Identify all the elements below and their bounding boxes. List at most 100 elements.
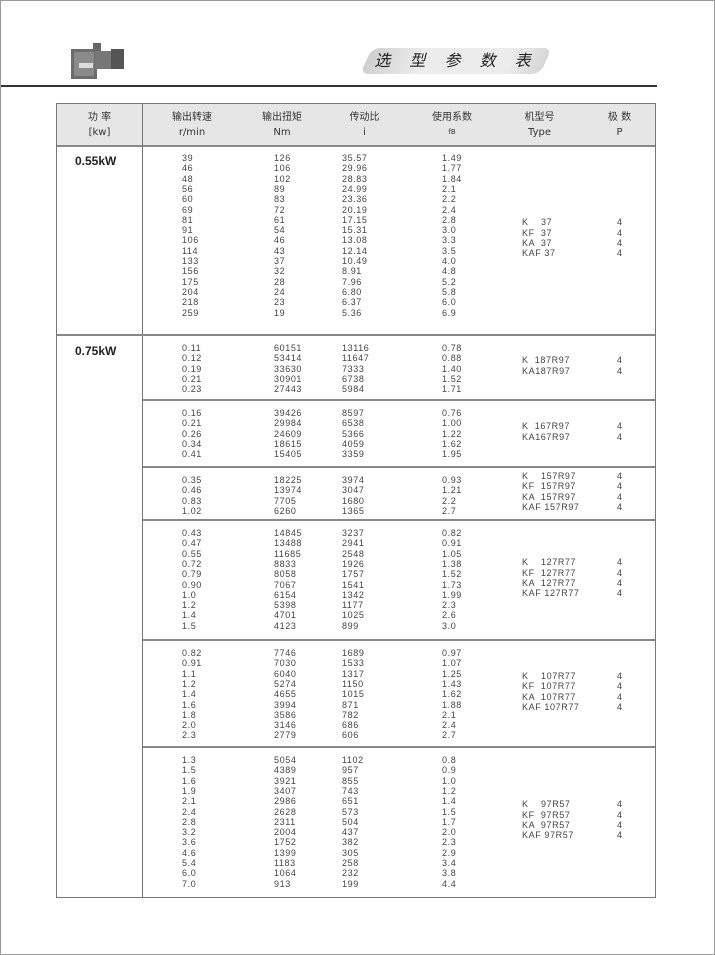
cell-service-factor: 1.25 [442,668,462,679]
cell-ratio: 7.96 [342,276,362,287]
cell-speed: 60 [182,194,194,205]
cell-speed: 1.2 [182,678,197,689]
cell-speed: 1.9 [182,785,197,796]
cell-speed: 218 [182,297,199,308]
cell-service-factor: 4.8 [442,266,457,277]
cell-speed: 0.90 [182,579,202,590]
cell-service-factor: 1.95 [442,449,462,460]
cell-speed: 0.41 [182,449,202,460]
cell-ratio: 871 [342,699,359,710]
cell-ratio: 13.08 [342,235,368,246]
cell-ratio: 743 [342,785,359,796]
cell-service-factor: 2.1 [442,183,457,194]
table-header: 功 率 [kw] 输出转速 r/min 输出扭矩 Nm 传动比 i 使用系数 fB 机型号… [57,104,655,147]
cell-service-factor: 1.99 [442,589,462,600]
header-power: 功 率 [kw] [57,110,142,140]
cell-torque: 43 [274,245,286,256]
cell-service-factor: 1.52 [442,373,462,384]
cell-service-factor: 1.7 [442,816,457,827]
cell-ratio: 35.57 [342,153,368,163]
cell-service-factor: 1.77 [442,163,462,174]
cell-service-factor: 2.8 [442,214,457,225]
cell-ratio: 1680 [342,495,365,506]
cell-torque: 39426 [274,408,303,418]
cell-speed: 114 [182,245,199,256]
cell-service-factor: 0.76 [442,408,462,418]
cell-ratio: 3359 [342,449,365,460]
cell-torque: 3146 [274,720,297,731]
cell-speed: 1.4 [182,610,197,621]
cell-type: KF 107R77 [522,681,577,692]
header-label: 输出扭矩 [262,112,302,123]
cell-speed: 91 [182,225,194,236]
cell-service-factor: 2.3 [442,837,457,848]
cell-service-factor: 4.0 [442,256,457,266]
cell-ratio: 3974 [342,475,365,485]
cell-speed: 0.35 [182,475,202,485]
cell-torque: 1064 [274,868,297,879]
cell-service-factor: 6.9 [442,307,457,318]
cell-type: K 37 [522,217,553,228]
cell-service-factor: 3.0 [442,620,457,631]
cell-type: KA 157R97 [522,491,577,502]
cell-torque: 24 [274,286,286,297]
cell-torque: 89 [274,183,286,194]
cell-torque: 4701 [274,610,297,621]
cell-torque: 106 [274,163,291,174]
cell-speed: 133 [182,256,199,266]
cell-speed: 0.11 [182,343,202,353]
cell-ratio: 606 [342,730,359,741]
column-divider [142,104,143,897]
cell-type: K 127R77 [522,557,577,568]
cell-service-factor: 1.4 [442,796,457,807]
cell-ratio: 899 [342,620,359,631]
cell-ratio: 5984 [342,384,365,395]
cell-service-factor: 1.84 [442,173,462,184]
cell-ratio: 437 [342,827,359,838]
cell-speed: 1.8 [182,709,197,720]
cell-type: K 167R97 [522,421,570,432]
cell-ratio: 686 [342,720,359,731]
cell-speed: 156 [182,266,199,277]
cell-type: KF 37 [522,227,553,238]
cell-service-factor: 6.0 [442,297,457,308]
cell-speed: 0.23 [182,384,202,395]
cell-poles: 4 [617,481,623,492]
cell-speed: 0.91 [182,658,202,669]
cell-service-factor: 3.5 [442,245,457,256]
cell-ratio: 1365 [342,505,365,516]
cell-service-factor: 1.00 [442,418,462,429]
cell-torque: 30901 [274,373,303,384]
cell-service-factor: 1.05 [442,548,462,559]
cell-torque: 18225 [274,475,303,485]
cell-service-factor: 2.4 [442,204,457,215]
cell-ratio: 573 [342,806,359,817]
header-unit: Nm [273,127,291,138]
cell-torque: 3921 [274,775,297,786]
cell-torque: 27443 [274,384,303,395]
cell-ratio: 199 [342,878,359,889]
cell-poles: 4 [617,238,623,248]
cell-speed: 1.02 [182,505,202,516]
cell-poles: 4 [617,809,623,820]
cell-service-factor: 2.2 [442,194,457,205]
cell-service-factor: 0.8 [442,755,457,765]
cell-service-factor: 3.4 [442,858,457,868]
cell-torque: 13488 [274,538,303,549]
cell-speed: 0.55 [182,548,202,559]
cell-ratio: 305 [342,847,359,858]
cell-poles: 4 [617,681,623,692]
cell-ratio: 24.99 [342,183,368,194]
cell-ratio: 3047 [342,485,365,496]
cell-ratio: 15.31 [342,225,368,236]
cell-service-factor: 5.8 [442,286,457,297]
cell-ratio: 6538 [342,418,365,429]
cell-ratio: 11647 [342,353,370,364]
cell-poles: 4 [617,491,623,502]
cell-service-factor: 1.07 [442,658,462,669]
cell-ratio: 1150 [342,678,364,689]
power-label: 0.75kW [75,344,117,358]
cell-service-factor: 0.88 [442,353,462,364]
cell-ratio: 2548 [342,548,365,559]
header-rule [1,85,657,87]
